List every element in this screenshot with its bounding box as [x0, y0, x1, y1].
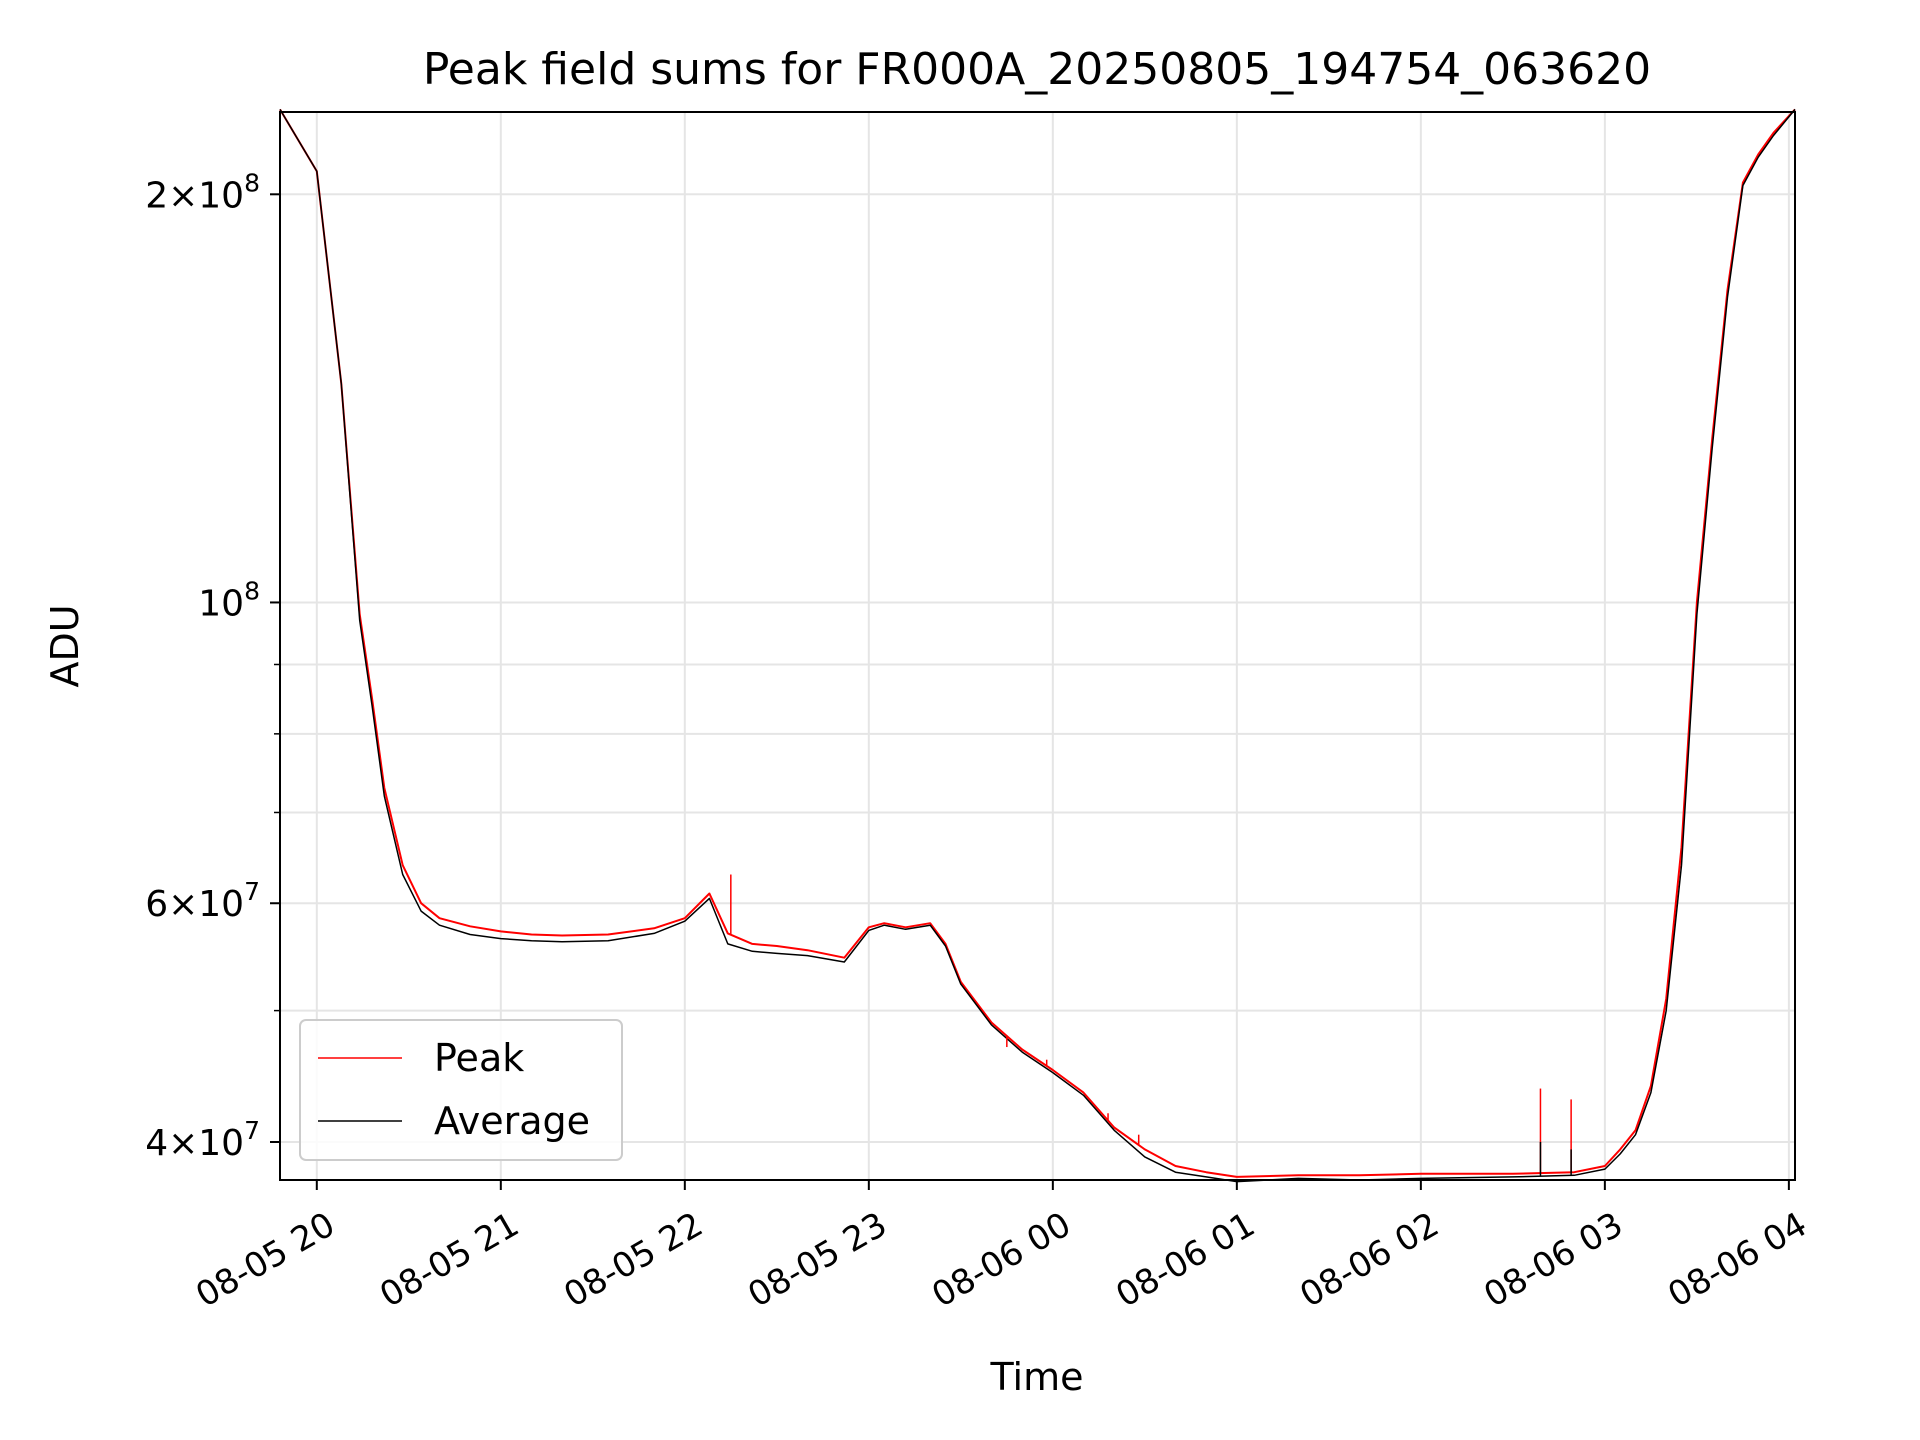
x-axis-title: Time: [990, 1355, 1084, 1399]
y-tick-label: 6×107: [145, 877, 260, 925]
legend-label-peak: Peak: [434, 1036, 524, 1080]
y-tick-label: 2×108: [145, 168, 260, 216]
series-lines: [279, 108, 1796, 1183]
y-axis: 4×107 6×107 108 2×108: [145, 168, 280, 1164]
legend: Peak Average: [299, 1019, 623, 1161]
y-tick-label: 108: [198, 576, 260, 624]
plot-frame: [279, 111, 1796, 1181]
y-tick-label: 4×107: [145, 1116, 260, 1164]
legend-label-average: Average: [434, 1099, 590, 1143]
grid: [280, 112, 1795, 1180]
series-line-average: [279, 108, 1796, 1183]
series-line-peak: [279, 108, 1796, 1178]
legend-box: [299, 1019, 623, 1161]
y-axis-title: ADU: [43, 604, 87, 687]
chart-title: Peak field sums for FR000A_20250805_1947…: [423, 44, 1651, 95]
